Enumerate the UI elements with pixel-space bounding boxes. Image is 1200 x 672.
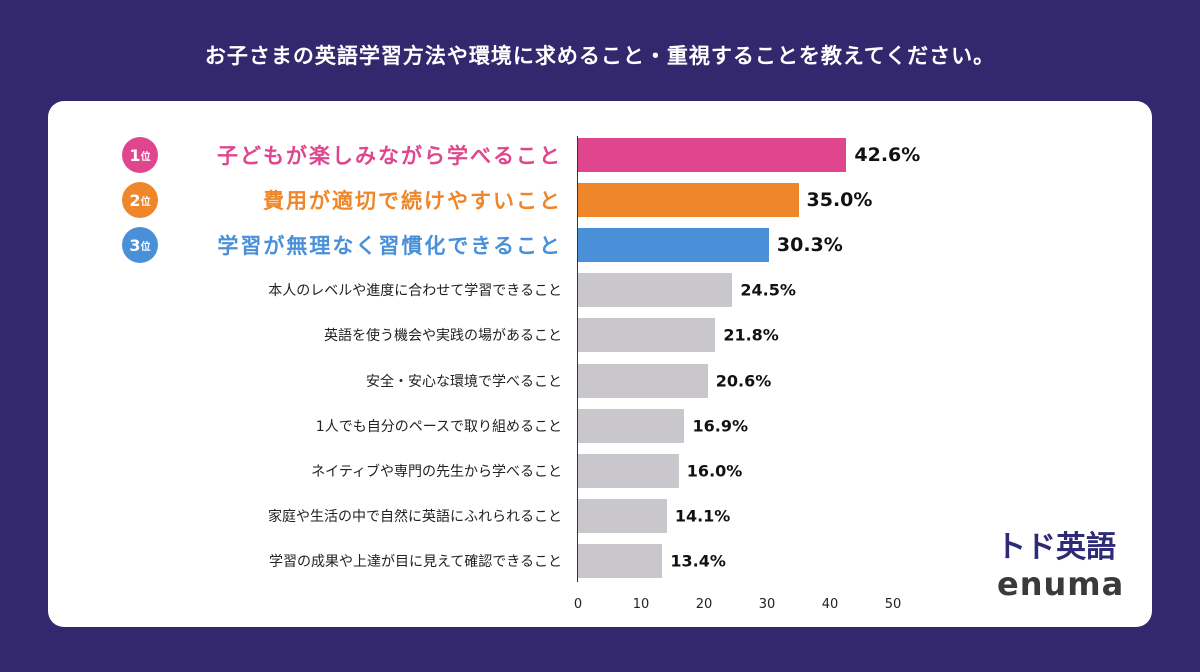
rank-number: 1 [129, 145, 141, 165]
x-tick-label: 0 [573, 597, 583, 612]
category-label: ネイティブや専門の先生から学べること [311, 463, 562, 480]
value-label: 24.5% [740, 280, 796, 300]
bar [578, 498, 667, 533]
bar [578, 543, 663, 578]
category-label: 本人のレベルや進度に合わせて学習できること [268, 283, 562, 300]
bar [578, 183, 799, 218]
category-label: 費用が適切で続けやすいこと [263, 189, 562, 214]
company-logo: enuma [997, 565, 1125, 603]
bar [578, 228, 769, 263]
bar [578, 273, 733, 308]
value-label: 35.0% [806, 189, 873, 212]
category-label: 1人でも自分のペースで取り組めること [315, 418, 562, 435]
x-tick-label: 40 [821, 597, 839, 612]
bar [578, 408, 685, 443]
brand-logo: トド英語 [996, 530, 1116, 565]
category-label: 英語を使う機会や実践の場があること [324, 328, 562, 345]
rank-suffix: 位 [140, 241, 151, 253]
value-label: 21.8% [723, 325, 779, 345]
value-label: 30.3% [776, 234, 843, 257]
x-tick-label: 30 [758, 597, 776, 612]
bar [578, 363, 708, 398]
chart-title: お子さまの英語学習方法や環境に求めること・重視することを教えてください。 [204, 44, 996, 68]
rank-number: 2 [129, 190, 141, 210]
rank-suffix: 位 [140, 151, 151, 163]
rank-number: 3 [129, 235, 141, 255]
bar [578, 453, 679, 488]
value-label: 20.6% [715, 371, 772, 390]
y-axis-line [577, 136, 578, 582]
x-tick-label: 20 [695, 597, 713, 612]
bar [578, 318, 716, 353]
x-tick-label: 10 [632, 597, 650, 612]
category-label: 学習が無理なく習慣化できること [217, 234, 562, 259]
rank-suffix: 位 [140, 196, 151, 208]
value-label: 16.0% [686, 461, 743, 481]
bar [578, 138, 847, 172]
category-label: 学習の成果や上達が目に見えて確認できること [268, 553, 562, 570]
value-label: 14.1% [674, 506, 731, 526]
x-tick-label: 50 [884, 597, 902, 612]
value-label: 16.9% [692, 416, 748, 436]
value-label: 42.6% [854, 144, 921, 166]
category-label: 子どもが楽しみながら学べること [217, 144, 562, 168]
category-label: 家庭や生活の中で自然に英語にふれられること [268, 508, 562, 525]
value-label: 13.4% [670, 551, 726, 571]
category-label: 安全・安心な環境で学べること [366, 373, 562, 390]
